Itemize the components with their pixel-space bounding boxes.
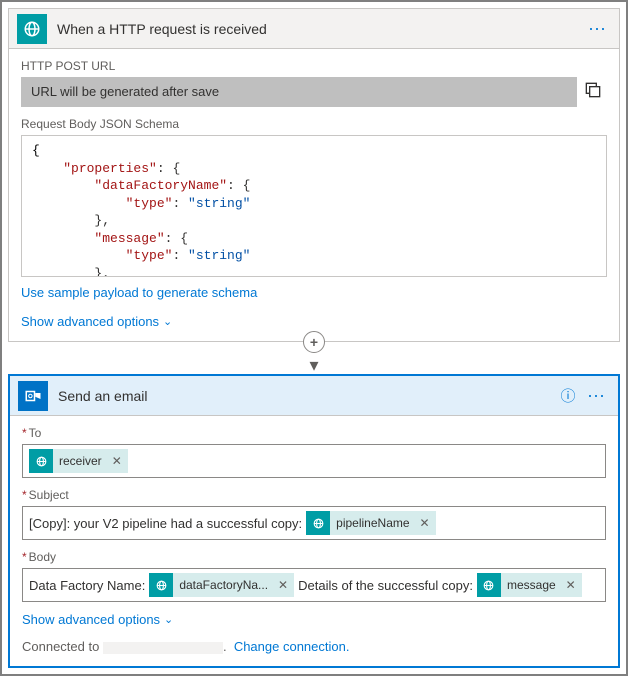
token-label: message <box>507 578 556 592</box>
token-label: receiver <box>59 454 102 468</box>
email-card-body: To receiver ✕ Subject [Copy]: your V2 pi… <box>10 416 618 666</box>
token-pipelinename[interactable]: pipelineName ✕ <box>306 511 435 535</box>
to-label: To <box>22 426 606 440</box>
subject-label: Subject <box>22 488 606 502</box>
http-url-value: URL will be generated after save <box>21 77 577 107</box>
connection-row: Connected to . Change connection. <box>22 639 606 654</box>
http-card-body: HTTP POST URL URL will be generated afte… <box>9 49 619 341</box>
change-connection-link[interactable]: Change connection. <box>234 639 350 654</box>
http-request-icon <box>17 14 47 44</box>
send-email-card: Send an email ⓘ ··· To receiver ✕ Subjec… <box>8 374 620 668</box>
token-remove-button[interactable]: ✕ <box>108 454 126 468</box>
connected-to-label: Connected to <box>22 639 99 654</box>
copy-url-button[interactable] <box>583 80 607 104</box>
email-advanced-toggle[interactable]: Show advanced options ⌄ <box>22 612 173 627</box>
http-card-menu-button[interactable]: ··· <box>583 15 611 43</box>
body-text-2: Details of the successful copy: <box>298 578 473 593</box>
token-label: pipelineName <box>336 516 409 530</box>
body-text-1: Data Factory Name: <box>29 578 145 593</box>
body-field[interactable]: Data Factory Name: dataFactoryNa... ✕ De… <box>22 568 606 602</box>
flow-connector: + ▾ <box>8 342 620 374</box>
to-field[interactable]: receiver ✕ <box>22 444 606 478</box>
token-remove-button[interactable]: ✕ <box>562 578 580 592</box>
token-receiver[interactable]: receiver ✕ <box>29 449 128 473</box>
email-card-menu-button[interactable]: ··· <box>582 382 610 410</box>
schema-textarea[interactable]: { "properties": { "dataFactoryName": { "… <box>21 135 607 277</box>
http-trigger-card: When a HTTP request is received ··· HTTP… <box>8 8 620 342</box>
token-icon <box>29 449 53 473</box>
chevron-down-icon: ⌄ <box>164 613 173 626</box>
token-message[interactable]: message ✕ <box>477 573 582 597</box>
subject-field[interactable]: [Copy]: your V2 pipeline had a successfu… <box>22 506 606 540</box>
email-info-button[interactable]: ⓘ <box>554 382 582 410</box>
token-icon <box>149 573 173 597</box>
http-card-header[interactable]: When a HTTP request is received ··· <box>9 9 619 49</box>
token-remove-button[interactable]: ✕ <box>416 516 434 530</box>
token-label: dataFactoryNa... <box>179 578 268 592</box>
email-advanced-label: Show advanced options <box>22 612 160 627</box>
arrow-down-icon: ▾ <box>309 356 318 374</box>
schema-label: Request Body JSON Schema <box>21 117 607 131</box>
connection-name-masked <box>103 642 223 654</box>
outlook-icon <box>18 381 48 411</box>
token-icon <box>477 573 501 597</box>
token-remove-button[interactable]: ✕ <box>274 578 292 592</box>
chevron-down-icon: ⌄ <box>163 315 172 328</box>
email-card-header[interactable]: Send an email ⓘ ··· <box>10 376 618 416</box>
http-advanced-toggle[interactable]: Show advanced options ⌄ <box>21 314 172 329</box>
http-advanced-label: Show advanced options <box>21 314 159 329</box>
token-datafactoryname[interactable]: dataFactoryNa... ✕ <box>149 573 294 597</box>
body-label: Body <box>22 550 606 564</box>
email-card-title: Send an email <box>58 388 554 404</box>
subject-text: [Copy]: your V2 pipeline had a successfu… <box>29 516 302 531</box>
http-card-title: When a HTTP request is received <box>57 21 583 37</box>
http-url-label: HTTP POST URL <box>21 59 607 73</box>
sample-payload-link[interactable]: Use sample payload to generate schema <box>21 285 257 300</box>
token-icon <box>306 511 330 535</box>
add-step-button[interactable]: + <box>303 331 325 353</box>
